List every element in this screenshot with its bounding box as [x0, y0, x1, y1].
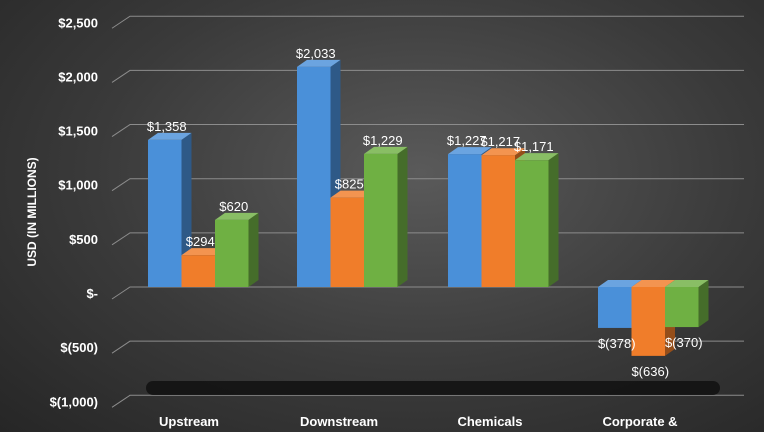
data-label: $(378) — [598, 336, 636, 351]
bar-front — [330, 197, 364, 287]
data-label: $825 — [335, 177, 364, 192]
bar-top — [330, 190, 374, 198]
data-label: $1,217 — [480, 134, 520, 149]
bar — [364, 146, 408, 287]
category-label: Upstream — [159, 414, 219, 429]
y-tick-label: $1,500 — [58, 124, 98, 139]
bar-top — [448, 147, 492, 155]
data-label: $294 — [186, 234, 215, 249]
data-labels: $1,358 $294 $620 $2,033 $825 $1,229 $1,227$1,2… — [147, 46, 703, 379]
bar-top — [297, 59, 341, 67]
bar-front — [148, 139, 182, 287]
category-label: Corporate & — [602, 414, 677, 429]
category-label: Chemicals — [457, 414, 522, 429]
bar-top — [215, 212, 259, 220]
data-label: $(636) — [631, 364, 669, 379]
bar-front — [665, 287, 699, 328]
bar — [215, 212, 259, 287]
bar-top — [481, 148, 525, 156]
bar-front — [631, 287, 665, 356]
bar — [515, 153, 559, 287]
bar — [148, 132, 192, 287]
data-label: $1,358 — [147, 119, 187, 134]
bars — [148, 59, 709, 356]
gridlines — [111, 15, 744, 408]
gridline — [111, 340, 744, 354]
y-tick-label: $500 — [69, 232, 98, 247]
data-label: $(370) — [665, 335, 703, 350]
bar-front — [515, 160, 549, 287]
gridline — [111, 394, 744, 408]
bar-side — [181, 132, 192, 287]
data-label: $2,033 — [296, 46, 336, 61]
bar-front — [215, 219, 249, 287]
y-tick-label: $2,000 — [58, 69, 98, 84]
gridline — [111, 178, 744, 192]
bar-side — [548, 153, 559, 287]
data-label: $1,227 — [447, 133, 487, 148]
bar-front — [297, 66, 331, 287]
bar-front — [181, 255, 215, 287]
data-label: $620 — [219, 199, 248, 214]
bar-top — [598, 280, 642, 287]
y-tick-label: $1,000 — [58, 178, 98, 193]
y-tick-label: $(1,000) — [50, 394, 98, 409]
x-axis-categories: Upstream Downstream Chemicals Corporate & — [159, 414, 678, 429]
bar-front — [481, 155, 515, 287]
category-label: Downstream — [300, 414, 378, 429]
bar-front — [598, 287, 632, 328]
bar-top — [515, 153, 559, 161]
bar-top — [665, 280, 709, 287]
bar-top — [181, 248, 225, 256]
bar-front — [448, 154, 482, 287]
bar-side — [248, 212, 259, 287]
gridline — [111, 15, 744, 29]
y-tick-label: $- — [86, 286, 98, 301]
bar-front — [364, 153, 398, 287]
bar — [665, 280, 709, 328]
y-tick-label: $2,500 — [58, 15, 98, 30]
gridline — [111, 69, 744, 83]
floor-shadow — [146, 381, 720, 395]
bar-top — [148, 132, 192, 140]
bar-top — [364, 146, 408, 154]
data-label: $1,229 — [363, 133, 403, 148]
bar-side — [698, 280, 709, 328]
gridline — [111, 124, 744, 137]
data-label: $1,171 — [514, 139, 554, 154]
y-tick-label: $(500) — [60, 340, 98, 355]
bar-top — [631, 280, 675, 287]
y-axis-ticks: $(1,000) $(500) $- $500 $1,000 $1,500 $2,000 $2… — [50, 15, 98, 409]
y-axis-title: USD (IN MILLIONS) — [25, 157, 39, 266]
bar-side — [397, 146, 408, 287]
